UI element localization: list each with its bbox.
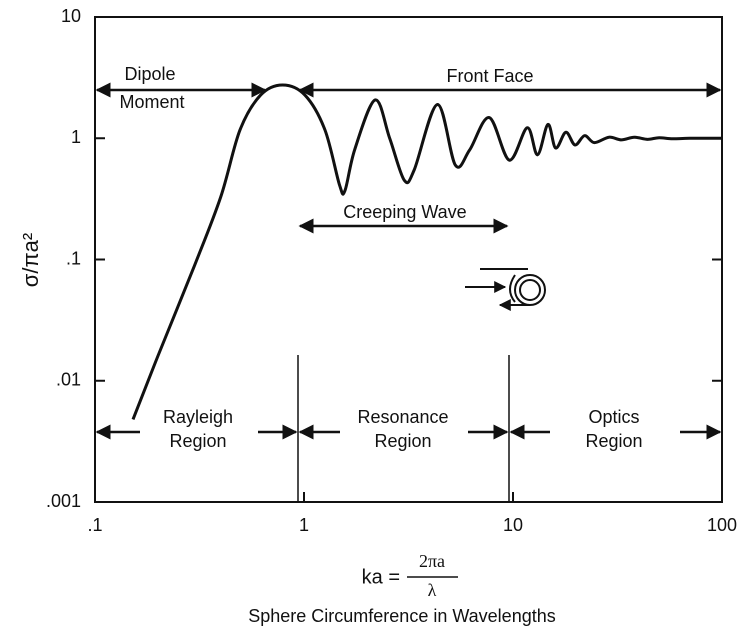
plot: .001 .01 .1 1 10 .1 1 10 100: [46, 6, 737, 535]
x-axis-label: λ: [428, 580, 437, 600]
annotation: Dipole: [124, 64, 175, 84]
annotation: Rayleigh: [163, 407, 233, 427]
x-tick-label: 1: [299, 515, 309, 535]
annotation: Region: [374, 431, 431, 451]
annotation: Resonance: [357, 407, 448, 427]
rcs-curve: [131, 83, 723, 420]
sphere-icon: [465, 268, 546, 311]
y-tick-label: 1: [71, 127, 81, 147]
y-tick-label: .1: [66, 248, 81, 268]
annotation: Region: [585, 431, 642, 451]
annotation: Creeping Wave: [343, 202, 466, 222]
annotation-arrows: [95, 82, 722, 440]
x-axis-label: ka =: [362, 566, 400, 588]
x-tick-label: .1: [87, 515, 102, 535]
annotation: Optics: [588, 407, 639, 427]
x-tick-label: 10: [503, 515, 523, 535]
x-axis-label: 2πa: [419, 551, 445, 571]
y-axis-label: σ/πa²: [18, 233, 43, 287]
caption: Sphere Circumference in Wavelengths: [248, 606, 555, 626]
y-tick-label: 10: [61, 6, 81, 26]
y-tick-label: .01: [56, 370, 81, 390]
annotation: Region: [169, 431, 226, 451]
annotation: Moment: [119, 92, 184, 112]
annotation: Front Face: [446, 66, 533, 86]
y-tick-label: .001: [46, 491, 81, 511]
x-tick-label: 100: [707, 515, 737, 535]
